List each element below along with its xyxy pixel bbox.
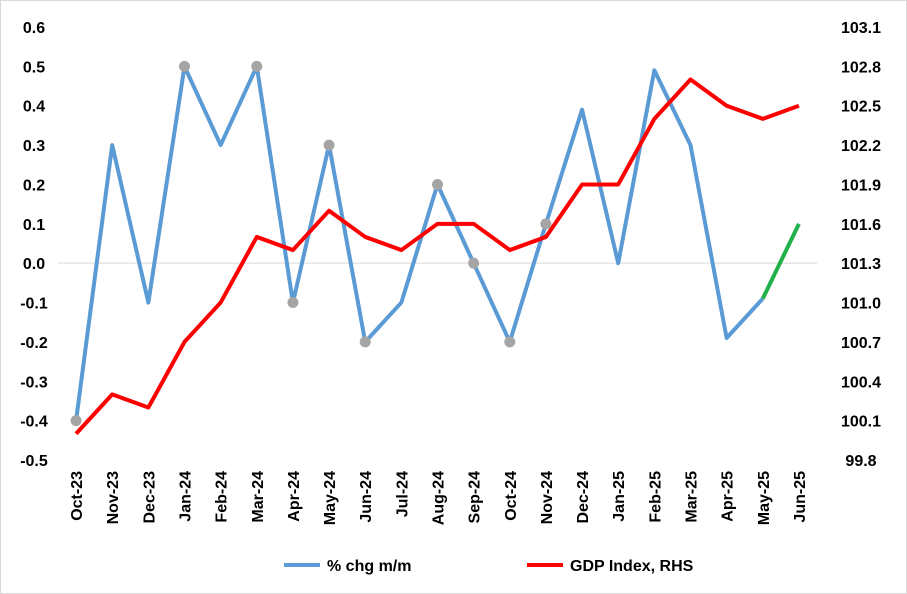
left-tick-label: 0.1 (23, 217, 45, 234)
x-tick-label: Sep-24 (467, 471, 484, 524)
right-tick-label: 99.8 (845, 453, 876, 470)
x-tick-label: Mar-25 (684, 471, 701, 523)
right-tick-label: 101.0 (841, 296, 881, 313)
data-point-marker (251, 60, 263, 72)
right-tick-label: 103.1 (841, 20, 881, 37)
legend: % chg m/m GDP Index, RHS (284, 558, 694, 575)
data-point-marker (504, 336, 516, 348)
right-axis: 103.1 102.8 102.5 102.2 101.9 101.6 101.3 101.0… (841, 20, 881, 470)
x-axis: Oct-23 Nov-23 Dec-23 Jan-24 Feb-24 Mar-24 Apr-… (69, 471, 809, 525)
x-tick-label: Jul-24 (394, 471, 411, 517)
x-tick-label: Dec-24 (575, 471, 592, 524)
x-tick-label: Nov-24 (539, 471, 556, 524)
x-tick-label: Feb-25 (647, 471, 664, 523)
data-point-marker (179, 60, 190, 72)
legend-label-pct-chg: % chg m/m (327, 558, 411, 575)
x-tick-label: Dec-23 (141, 471, 158, 524)
left-tick-label: 0.3 (23, 138, 45, 155)
x-tick-label: Mar-24 (250, 471, 267, 523)
x-tick-label: Jan-25 (611, 471, 628, 522)
right-tick-label: 100.1 (841, 414, 881, 431)
x-tick-label: Jan-24 (178, 471, 195, 522)
left-tick-label: 0.4 (23, 99, 45, 116)
left-tick-label: -0.3 (20, 374, 48, 391)
left-tick-label: 0.0 (23, 256, 45, 273)
x-tick-label: Apr-24 (286, 471, 303, 522)
x-tick-label: May-24 (322, 471, 339, 525)
right-tick-label: 101.9 (841, 177, 881, 194)
x-tick-label: Oct-24 (503, 471, 520, 521)
data-point-marker (540, 218, 552, 230)
x-tick-label: Jun-24 (358, 471, 375, 523)
x-tick-label: Apr-25 (720, 471, 737, 522)
legend-label-gdp-index: GDP Index, RHS (570, 558, 694, 575)
data-point-marker (287, 297, 299, 309)
x-tick-label: Nov-23 (105, 471, 122, 524)
right-tick-label: 102.5 (841, 99, 881, 116)
x-tick-label: May-25 (756, 471, 773, 525)
series-line-pct-chg-projection (760, 222, 801, 300)
right-tick-label: 100.4 (841, 374, 881, 391)
right-tick-label: 101.3 (841, 256, 881, 273)
x-tick-label: Aug-24 (431, 471, 448, 525)
x-tick-label: Jun-25 (792, 471, 809, 523)
left-tick-label: -0.1 (20, 296, 48, 313)
data-point-marker (70, 415, 82, 427)
data-point-marker (323, 139, 335, 151)
right-tick-label: 102.8 (841, 59, 881, 76)
left-tick-label: -0.5 (20, 453, 48, 470)
data-point-marker (359, 336, 371, 348)
data-point-marker (432, 178, 443, 190)
x-tick-label: Feb-24 (214, 471, 231, 523)
left-tick-label: 0.2 (23, 177, 45, 194)
series-line-pct-chg (74, 64, 765, 421)
right-tick-label: 102.2 (841, 138, 881, 155)
left-tick-label: -0.4 (20, 414, 48, 431)
right-tick-label: 100.7 (841, 335, 881, 352)
left-tick-label: -0.2 (20, 335, 48, 352)
left-tick-label: 0.6 (23, 20, 45, 37)
x-tick-label: Oct-23 (69, 471, 86, 521)
right-tick-label: 101.6 (841, 217, 881, 234)
series-line-gdp-index (74, 77, 800, 436)
left-tick-label: 0.5 (23, 59, 45, 76)
left-axis: 0.6 0.5 0.4 0.3 0.2 0.1 0.0 -0.1 -0.2 -0.3 -0.4 -0.… (20, 20, 48, 470)
series-layer (70, 60, 801, 436)
data-point-marker (468, 257, 480, 269)
